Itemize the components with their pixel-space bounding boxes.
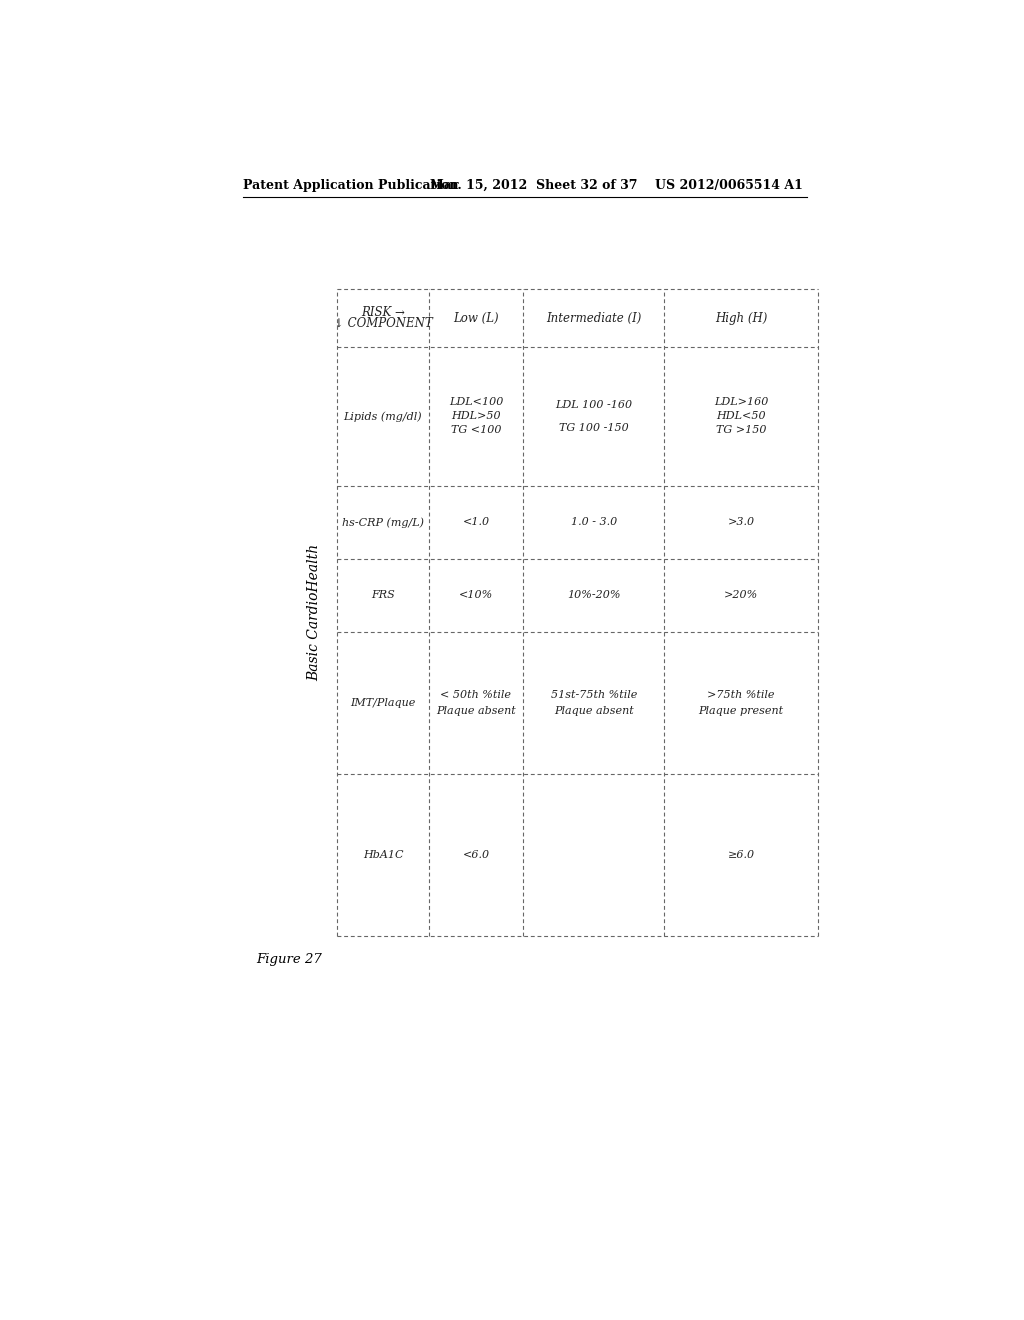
Text: Figure 27: Figure 27 <box>256 953 322 966</box>
Text: LDL>160
HDL<50
TG >150: LDL>160 HDL<50 TG >150 <box>714 397 768 436</box>
Text: Low (L): Low (L) <box>454 312 499 325</box>
Text: 51st-75th %tile: 51st-75th %tile <box>551 690 637 701</box>
Text: < 50th %tile: < 50th %tile <box>440 690 511 701</box>
Text: <6.0: <6.0 <box>463 850 489 861</box>
Text: Mar. 15, 2012  Sheet 32 of 37: Mar. 15, 2012 Sheet 32 of 37 <box>430 178 638 191</box>
Text: <10%: <10% <box>459 590 494 601</box>
Text: Plaque present: Plaque present <box>698 706 783 715</box>
Text: Basic CardioHealth: Basic CardioHealth <box>307 544 321 681</box>
Text: Plaque absent: Plaque absent <box>554 706 634 715</box>
Text: TG 100 -150: TG 100 -150 <box>559 422 629 433</box>
Text: HbA1C: HbA1C <box>362 850 403 861</box>
Text: Intermediate (I): Intermediate (I) <box>546 312 641 325</box>
Text: Patent Application Publication: Patent Application Publication <box>243 178 458 191</box>
Text: hs-CRP (mg/L): hs-CRP (mg/L) <box>342 517 424 528</box>
Text: ↓ COMPONENT: ↓ COMPONENT <box>334 317 432 330</box>
Text: Lipids (mg/dl): Lipids (mg/dl) <box>344 411 422 421</box>
Text: >20%: >20% <box>724 590 758 601</box>
Text: ≥6.0: ≥6.0 <box>727 850 755 861</box>
Text: RISK →: RISK → <box>361 306 404 319</box>
Text: 1.0 - 3.0: 1.0 - 3.0 <box>570 517 616 527</box>
Text: >3.0: >3.0 <box>727 517 755 527</box>
Text: 10%-20%: 10%-20% <box>567 590 621 601</box>
Text: US 2012/0065514 A1: US 2012/0065514 A1 <box>655 178 803 191</box>
Text: IMT/Plaque: IMT/Plaque <box>350 698 416 708</box>
Text: >75th %tile: >75th %tile <box>708 690 775 701</box>
Text: High (H): High (H) <box>715 312 767 325</box>
Text: <1.0: <1.0 <box>463 517 489 527</box>
Text: Plaque absent: Plaque absent <box>436 706 516 715</box>
Text: LDL<100
HDL>50
TG <100: LDL<100 HDL>50 TG <100 <box>449 397 503 436</box>
Text: LDL 100 -160: LDL 100 -160 <box>555 400 633 409</box>
Text: FRS: FRS <box>371 590 395 601</box>
